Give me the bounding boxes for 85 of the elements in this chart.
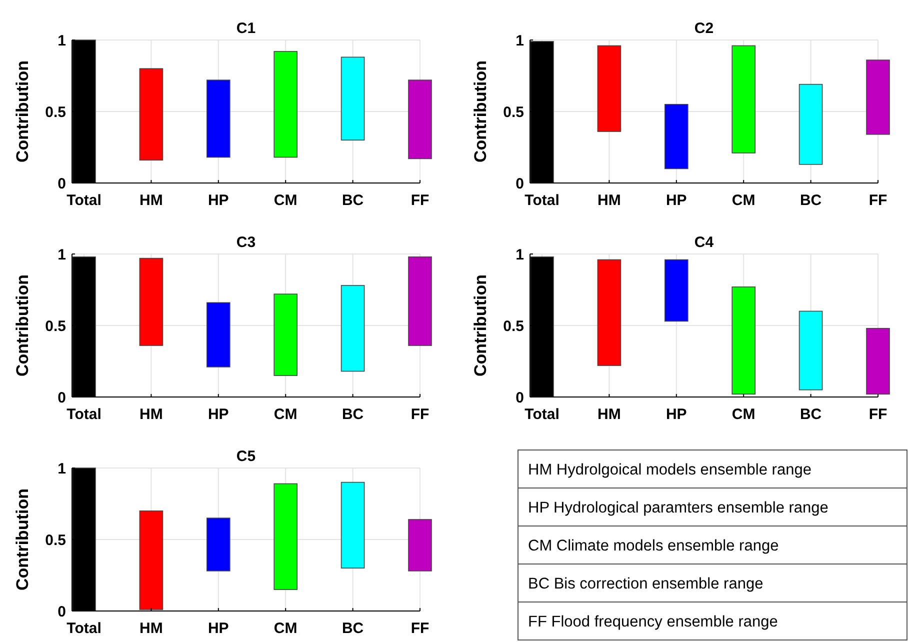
y-tick-label: 0.5 <box>503 318 524 335</box>
bar <box>597 259 622 366</box>
bar <box>274 294 298 376</box>
x-tick-label: HP <box>208 620 229 637</box>
x-tick-label: Total <box>66 192 102 209</box>
bar <box>139 258 164 346</box>
bar <box>866 60 890 135</box>
x-tick-label: Total <box>524 406 560 423</box>
x-tick-label: FF <box>868 192 888 209</box>
bar <box>798 84 823 165</box>
x-tick-label: BC <box>342 406 364 423</box>
bar <box>139 68 164 161</box>
x-tick-label: HM <box>140 192 163 209</box>
y-axis-title: Contribution <box>13 274 32 376</box>
x-tick-label: CM <box>274 406 298 423</box>
y-axis-title: Contribution <box>471 274 490 376</box>
y-tick-label: 1 <box>516 32 524 50</box>
x-tick-label: FF <box>410 406 430 423</box>
chart-title: C1 <box>236 20 256 37</box>
x-tick-label: BC <box>800 192 822 209</box>
x-tick-label: HM <box>598 406 621 423</box>
bar <box>274 51 298 158</box>
bar <box>408 80 432 160</box>
x-tick-label: HP <box>208 192 229 209</box>
y-axis-title: Contribution <box>471 60 490 162</box>
bar <box>408 256 432 346</box>
text: HP Hydrological paramters ensemble range <box>528 499 828 516</box>
x-tick-label: CM <box>274 620 298 637</box>
bar <box>408 519 432 572</box>
y-tick-label: 0.5 <box>503 104 524 121</box>
bar <box>274 483 298 590</box>
x-tick-label: Total <box>66 620 102 637</box>
x-tick-label: BC <box>800 406 822 423</box>
y-tick-label: 1 <box>516 246 524 264</box>
x-tick-label: BC <box>342 192 364 209</box>
x-tick-label: Total <box>524 192 560 209</box>
y-axis-title: Contribution <box>13 60 32 162</box>
y-tick-label: 1 <box>58 32 66 50</box>
x-tick-label: HP <box>666 406 687 423</box>
chart-title: C4 <box>694 234 714 251</box>
x-tick-label: HP <box>666 192 687 209</box>
y-tick-label: 1 <box>58 246 66 264</box>
bar <box>340 56 365 140</box>
bar <box>732 286 756 395</box>
y-tick-label: 0.5 <box>45 104 66 121</box>
bar <box>340 482 365 568</box>
x-tick-label: BC <box>342 620 364 637</box>
chart-title: C2 <box>694 20 714 37</box>
chart-title: C3 <box>236 234 256 251</box>
x-tick-label: FF <box>868 406 888 423</box>
bar <box>206 518 230 572</box>
x-tick-label: CM <box>732 406 756 423</box>
text: HM Hydrolgoical models ensemble range <box>528 461 812 478</box>
bar <box>798 310 823 390</box>
x-tick-label: Total <box>66 406 102 423</box>
y-tick-label: 0 <box>516 175 524 192</box>
y-tick-label: 0 <box>58 175 66 192</box>
y-tick-label: 0.5 <box>45 532 66 549</box>
x-tick-label: CM <box>274 192 298 209</box>
x-tick-label: CM <box>732 192 756 209</box>
x-tick-label: HP <box>208 406 229 423</box>
x-tick-label: HM <box>140 620 163 637</box>
y-tick-label: 0 <box>58 389 66 406</box>
x-tick-label: FF <box>410 620 430 637</box>
x-tick-label: HM <box>598 192 621 209</box>
text: CM Climate models ensemble range <box>528 537 779 554</box>
y-tick-label: 1 <box>58 460 66 478</box>
bar <box>866 328 890 395</box>
bar <box>664 259 688 322</box>
bar <box>340 285 365 372</box>
y-tick-label: 0 <box>58 603 66 620</box>
x-tick-label: FF <box>410 192 430 209</box>
y-tick-label: 0 <box>516 389 524 406</box>
bar <box>732 45 756 154</box>
bar <box>206 302 230 368</box>
bar <box>597 45 622 132</box>
bar <box>664 104 688 170</box>
text: FF Flood frequency ensemble range <box>528 613 778 630</box>
bar <box>139 510 164 610</box>
y-tick-label: 0.5 <box>45 318 66 335</box>
chart-title: C5 <box>236 448 256 465</box>
y-axis-title: Contribution <box>13 488 32 590</box>
bar <box>206 80 230 158</box>
text: BC Bis correction ensemble range <box>528 575 764 592</box>
x-tick-label: HM <box>140 406 163 423</box>
